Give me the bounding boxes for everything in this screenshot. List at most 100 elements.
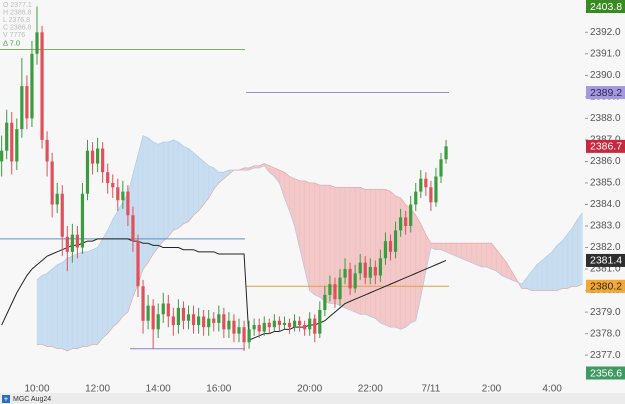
cloud-segment [561,233,568,289]
candle-body [30,53,34,119]
candle-body [419,178,423,192]
x-tick-label: 12:00 [85,384,110,395]
candle-body [282,322,287,326]
candle-body [0,150,4,162]
cloud-segment [36,274,43,345]
cloud-segment [203,160,209,206]
y-tick-label: 2386.0 [590,156,621,167]
y-tick-label: 2385.0 [590,178,621,189]
x-tick-label: 7/11 [422,384,441,395]
edge-tag-box [586,0,625,13]
candle-body [96,148,100,164]
candle-body [156,314,160,330]
cloud-segment [173,139,179,231]
cloud-segment [390,190,396,328]
symbol-icon[interactable] [2,395,10,403]
y-tick-label: 2379.0 [590,307,621,318]
cloud-segment [314,182,321,298]
cloud-segment [546,251,553,291]
candle-body [151,305,155,330]
candle-body [191,314,196,326]
candle-body [35,32,39,54]
vwap-line [1,238,447,341]
price-tag: 2381.4 [590,255,622,267]
candle-body [136,241,140,287]
candle-body [65,236,69,252]
y-tick-label: 2390.0 [590,70,621,81]
cloud-segment [375,189,381,324]
candle-body [363,262,367,278]
cloud-segment [152,141,159,255]
y-tick-label: 2378.0 [590,328,621,339]
candle-body [262,322,266,332]
candle-body [434,176,438,203]
candle-body [207,318,211,328]
cloud-segment [162,141,169,242]
candle-body [358,262,362,274]
cloud-segment [72,253,78,350]
candle-body [222,314,226,330]
cloud-segment [142,135,149,270]
candle-body [45,139,49,162]
candle-body [388,241,393,252]
cloud-segment [112,209,119,328]
price-tag-box [586,253,625,267]
candle-body [378,258,382,276]
candle-body [126,191,130,216]
cloud-segment [536,259,543,291]
candle-body [343,269,347,278]
cloud-segment [556,240,563,292]
candle-body [121,191,125,201]
candle-body [101,148,105,173]
x-tick-label: 4:00 [542,384,562,395]
candle-body [257,325,261,332]
candle-body [303,325,307,330]
cloud-segment [541,255,548,291]
candle-body [116,187,120,201]
cloud-segment [67,255,73,352]
status-bar [0,393,625,404]
x-tick-label: 2:00 [482,384,502,395]
edge-tag-box [586,366,625,380]
candle-body [338,277,342,300]
candle-body [85,150,90,194]
candle-body [373,266,377,276]
candle-body [106,172,110,183]
candle-body [90,150,95,164]
candle-body [80,193,85,248]
cloud-segment [460,242,467,261]
cloud-segment [465,242,472,264]
x-tick-label: 14:00 [146,384,171,395]
cloud-segment [198,156,204,212]
candle-body [181,307,186,321]
candle-body [5,122,9,151]
cloud-segment [571,218,578,287]
candle-body [237,327,241,334]
candle-body [328,284,332,295]
cloud-segment [46,268,53,347]
cloud-segment [183,145,189,225]
y-tick-label: 2391.0 [590,48,621,59]
candle-body [217,314,221,323]
cloud-segment [309,182,316,296]
cloud-segment [87,249,93,348]
cloud-segment [157,141,164,249]
cloud-segment [253,165,260,169]
cloud-segment [178,141,184,229]
symbol-label[interactable]: MGC Aug24 [13,396,51,403]
candle-body [171,316,175,326]
price-tag-box [586,279,625,293]
ohlc-legend: O 2377.1 [3,2,32,9]
candle-body [298,320,302,326]
cloud-segment [92,247,98,345]
cloud-segment [354,186,361,315]
cloud-segment [486,242,492,270]
candle-body [227,320,231,330]
candle-body [313,318,317,334]
cloud-segment [551,244,558,291]
price-tag: 2380.2 [590,281,622,293]
candle-body [40,32,44,140]
candle-body [70,234,74,252]
ohlc-legend: L 2376.8 [3,17,30,24]
candle-body [20,86,24,130]
